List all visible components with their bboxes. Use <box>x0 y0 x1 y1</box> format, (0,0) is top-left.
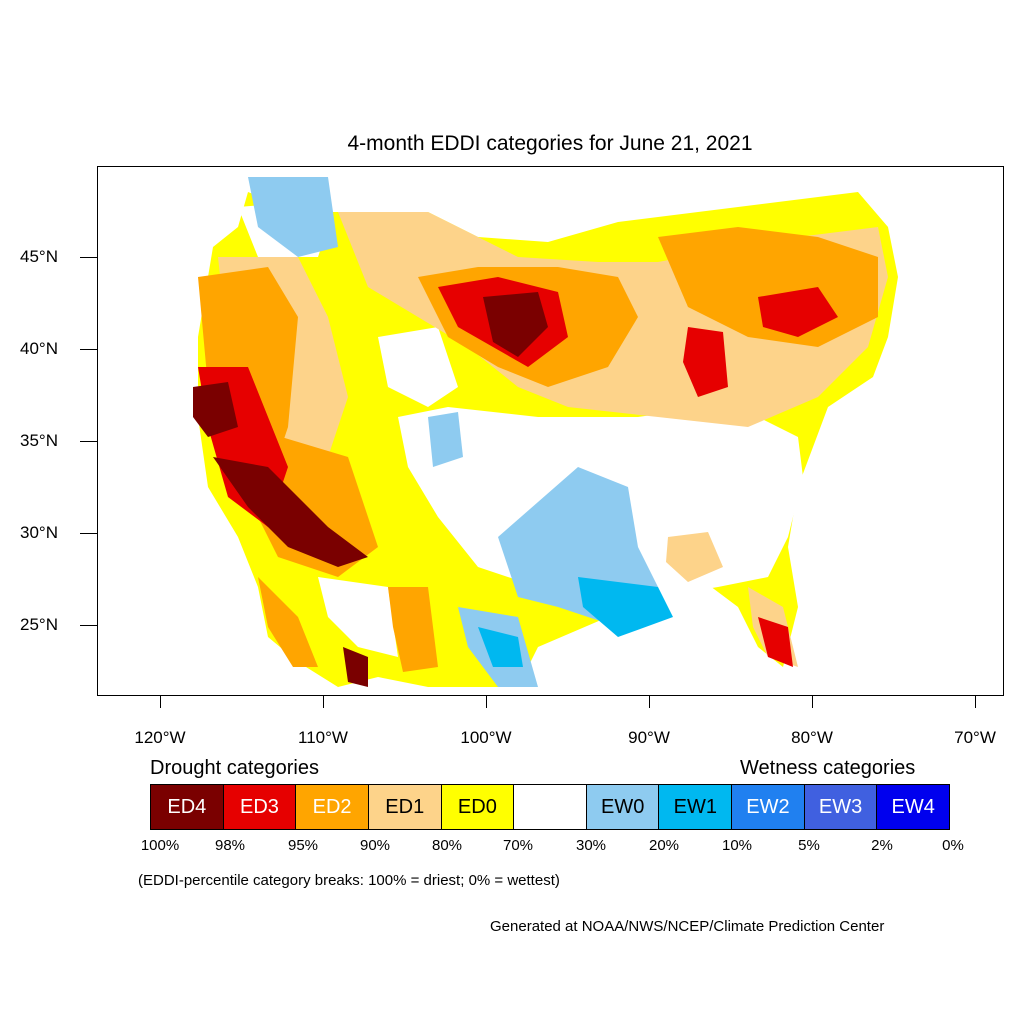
ew1-texas <box>478 627 523 667</box>
x-label-120: 120°W <box>134 728 186 747</box>
x-tick-90 <box>649 696 651 708</box>
legend-ew1: EW1 <box>659 785 733 829</box>
x-tick-110 <box>323 696 325 708</box>
category-note: (EDDI-percentile category breaks: 100% =… <box>138 872 560 889</box>
legend-ed3: ED3 <box>223 785 297 829</box>
legend-ed1: ED1 <box>368 785 442 829</box>
x-label-80: 80°W <box>791 728 833 747</box>
legend-ew3: EW3 <box>804 785 878 829</box>
legend-ew0: EW0 <box>586 785 660 829</box>
legend-ed4: ED4 <box>151 785 224 829</box>
pct-0: 0% <box>942 837 964 854</box>
pct-80: 80% <box>431 837 463 854</box>
legend-ew4: EW4 <box>877 785 950 829</box>
ed3-florida <box>758 617 793 667</box>
y-tick-25 <box>80 625 97 627</box>
pct-90: 90% <box>359 837 391 854</box>
eddi-map <box>193 177 898 687</box>
legend-ed0: ED0 <box>441 785 515 829</box>
ed4-southwest <box>213 457 368 567</box>
x-tick-100 <box>486 696 488 708</box>
map-title: 4-month EDDI categories for June 21, 202… <box>347 132 753 155</box>
x-tick-120 <box>160 696 162 708</box>
ed3-new-york <box>758 287 838 337</box>
pct-30: 30% <box>575 837 607 854</box>
pct-95: 95% <box>287 837 319 854</box>
ed3-michigan <box>683 327 728 397</box>
ew1-gulf <box>578 577 673 637</box>
y-label-45: 45°N <box>20 247 58 266</box>
ew0-pacific-northwest <box>248 177 338 257</box>
x-tick-70 <box>975 696 977 708</box>
ew0-colorado <box>428 412 463 467</box>
ed2-mexico <box>388 587 438 672</box>
pct-20: 20% <box>648 837 680 854</box>
ed1-southeast <box>666 532 723 582</box>
pct-2: 2% <box>871 837 893 854</box>
map-frame <box>97 166 1004 696</box>
x-label-110: 110°W <box>298 728 348 747</box>
y-label-30: 30°N <box>20 523 58 542</box>
legend-near-normal <box>514 785 587 829</box>
y-tick-40 <box>80 349 97 351</box>
pct-98: 98% <box>214 837 246 854</box>
legend-color-bar: ED4 ED3 ED2 ED1 ED0 EW0 EW1 EW2 EW3 EW4 <box>150 784 950 830</box>
ed4-mexico <box>343 647 368 687</box>
ed2-baja <box>258 577 318 667</box>
credit-line: Generated at NOAA/NWS/NCEP/Climate Predi… <box>490 918 885 935</box>
wetness-heading: Wetness categories <box>740 757 916 779</box>
ed4-dakotas <box>483 292 548 357</box>
x-label-100: 100°W <box>460 728 512 747</box>
y-label-35: 35°N <box>20 431 58 450</box>
drought-heading: Drought categories <box>150 757 319 779</box>
ed4-california <box>193 382 238 437</box>
y-tick-45 <box>80 257 97 259</box>
pct-5: 5% <box>798 837 820 854</box>
near-normal-rockies <box>378 327 458 407</box>
y-label-40: 40°N <box>20 339 58 358</box>
pct-10: 10% <box>721 837 753 854</box>
y-label-25: 25°N <box>20 615 58 634</box>
x-label-70: 70°W <box>954 728 996 747</box>
legend-ed2: ED2 <box>296 785 369 829</box>
near-normal-mexico <box>318 577 398 657</box>
x-tick-80 <box>812 696 814 708</box>
y-tick-30 <box>80 533 97 535</box>
y-tick-35 <box>80 441 97 443</box>
pct-100: 100% <box>140 837 180 854</box>
pct-70: 70% <box>502 837 534 854</box>
x-label-90: 90°W <box>628 728 670 747</box>
legend-ew2: EW2 <box>732 785 805 829</box>
